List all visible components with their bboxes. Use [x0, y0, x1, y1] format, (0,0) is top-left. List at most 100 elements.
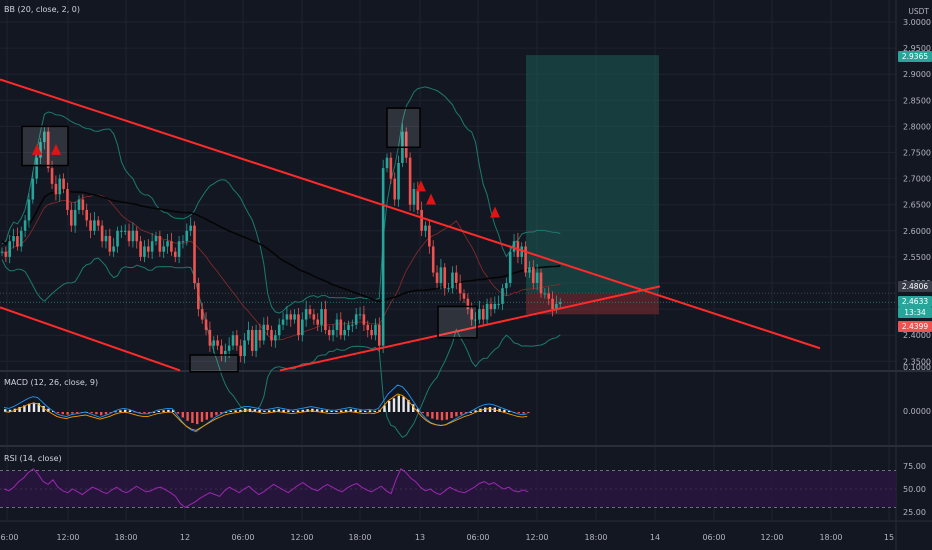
macd-bar — [196, 412, 199, 425]
candle-body — [12, 236, 15, 242]
macd-bar — [287, 410, 290, 412]
candle — [362, 305, 366, 332]
candle-body — [127, 230, 131, 242]
bb-indicator-label[interactable]: BB (20, close, 2, 0) — [4, 5, 80, 14]
candle — [505, 277, 508, 296]
macd-bar — [119, 410, 122, 412]
x-tick-label: 06:00 — [702, 533, 725, 542]
candle-body — [16, 236, 19, 247]
candle — [428, 220, 431, 254]
candle — [31, 171, 35, 204]
macd-bar — [416, 408, 420, 412]
candle-body — [177, 241, 181, 257]
macd-bar — [445, 412, 448, 420]
candle — [451, 266, 454, 294]
candle-body — [100, 225, 104, 242]
candle — [162, 240, 165, 258]
candle — [231, 331, 235, 350]
candle-body — [293, 314, 296, 320]
y-tick-label: 2.9000 — [903, 70, 931, 79]
marked-boxes[interactable] — [21, 107, 478, 373]
macd-bar — [440, 412, 444, 421]
macd-bar — [316, 409, 319, 412]
macd-bar — [186, 412, 189, 421]
profit-zone — [526, 55, 659, 294]
macd-bar — [162, 410, 165, 412]
macd-bar — [37, 403, 40, 412]
candle — [474, 312, 477, 327]
candle — [181, 234, 185, 249]
candle — [27, 193, 31, 228]
candle — [8, 234, 11, 264]
marked-box — [189, 354, 239, 373]
candle — [501, 284, 504, 311]
macd-bar — [148, 412, 151, 414]
candle-body — [147, 246, 150, 252]
candle — [404, 127, 408, 163]
candle — [81, 194, 85, 216]
macd-bar — [368, 410, 372, 412]
candle — [193, 221, 196, 290]
candle-body — [231, 335, 235, 346]
macd-line — [3, 384, 528, 433]
macd-bar — [248, 408, 252, 412]
candle-body — [43, 131, 46, 143]
macd-bar — [402, 396, 405, 412]
candle — [177, 236, 181, 264]
candle-body — [551, 298, 554, 310]
macd-bar — [320, 409, 324, 412]
macd-bar — [114, 411, 117, 413]
macd-bar — [42, 405, 45, 412]
candle — [104, 229, 108, 249]
macd-bar — [474, 410, 477, 412]
signal-marker — [51, 143, 61, 155]
candle-body — [301, 319, 304, 336]
macd-bar — [172, 409, 175, 412]
candle-body — [35, 157, 38, 179]
candle — [385, 153, 389, 173]
candle — [281, 312, 285, 330]
candle-body — [412, 189, 416, 205]
candle — [308, 304, 312, 319]
x-tick-label: 15 — [884, 533, 894, 542]
candle-body — [281, 319, 285, 325]
trend-lines[interactable] — [0, 78, 821, 372]
macd-bar — [210, 412, 213, 418]
rsi-tick-label: 25.00 — [903, 508, 926, 517]
candle-body — [354, 314, 358, 325]
macd-bar — [181, 412, 184, 418]
rsi-indicator-label[interactable]: RSI (14, close) — [4, 454, 62, 463]
macd-bar — [258, 409, 261, 412]
candle — [431, 240, 435, 277]
macd-bar — [383, 405, 386, 412]
macd-bar — [292, 410, 295, 412]
candle — [512, 233, 516, 257]
candle — [239, 339, 242, 363]
candle-body — [150, 241, 154, 252]
macd-bar — [340, 410, 343, 412]
candle-body — [381, 168, 385, 346]
candle-body — [497, 303, 500, 305]
candle-body — [393, 178, 396, 200]
macd-bar — [66, 412, 69, 415]
candle — [532, 260, 535, 290]
macd-bar — [138, 412, 141, 413]
candle — [189, 217, 192, 237]
candle-body — [435, 272, 439, 283]
candle — [258, 323, 262, 348]
macd-bar — [330, 410, 333, 412]
macd-bar — [412, 404, 415, 412]
last-price-tag: 2.4633 — [898, 296, 932, 307]
candle-body — [481, 309, 485, 320]
candle — [12, 228, 15, 249]
candle — [277, 318, 281, 340]
macd-bar — [205, 412, 208, 420]
macd-bar — [90, 412, 93, 414]
macd-bar — [397, 395, 400, 412]
macd-indicator-label[interactable]: MACD (12, 26, close, 9) — [4, 378, 99, 387]
macd-bar — [296, 410, 300, 412]
macd-tick-label: 0.1000 — [903, 363, 931, 372]
candle-body — [374, 324, 377, 336]
